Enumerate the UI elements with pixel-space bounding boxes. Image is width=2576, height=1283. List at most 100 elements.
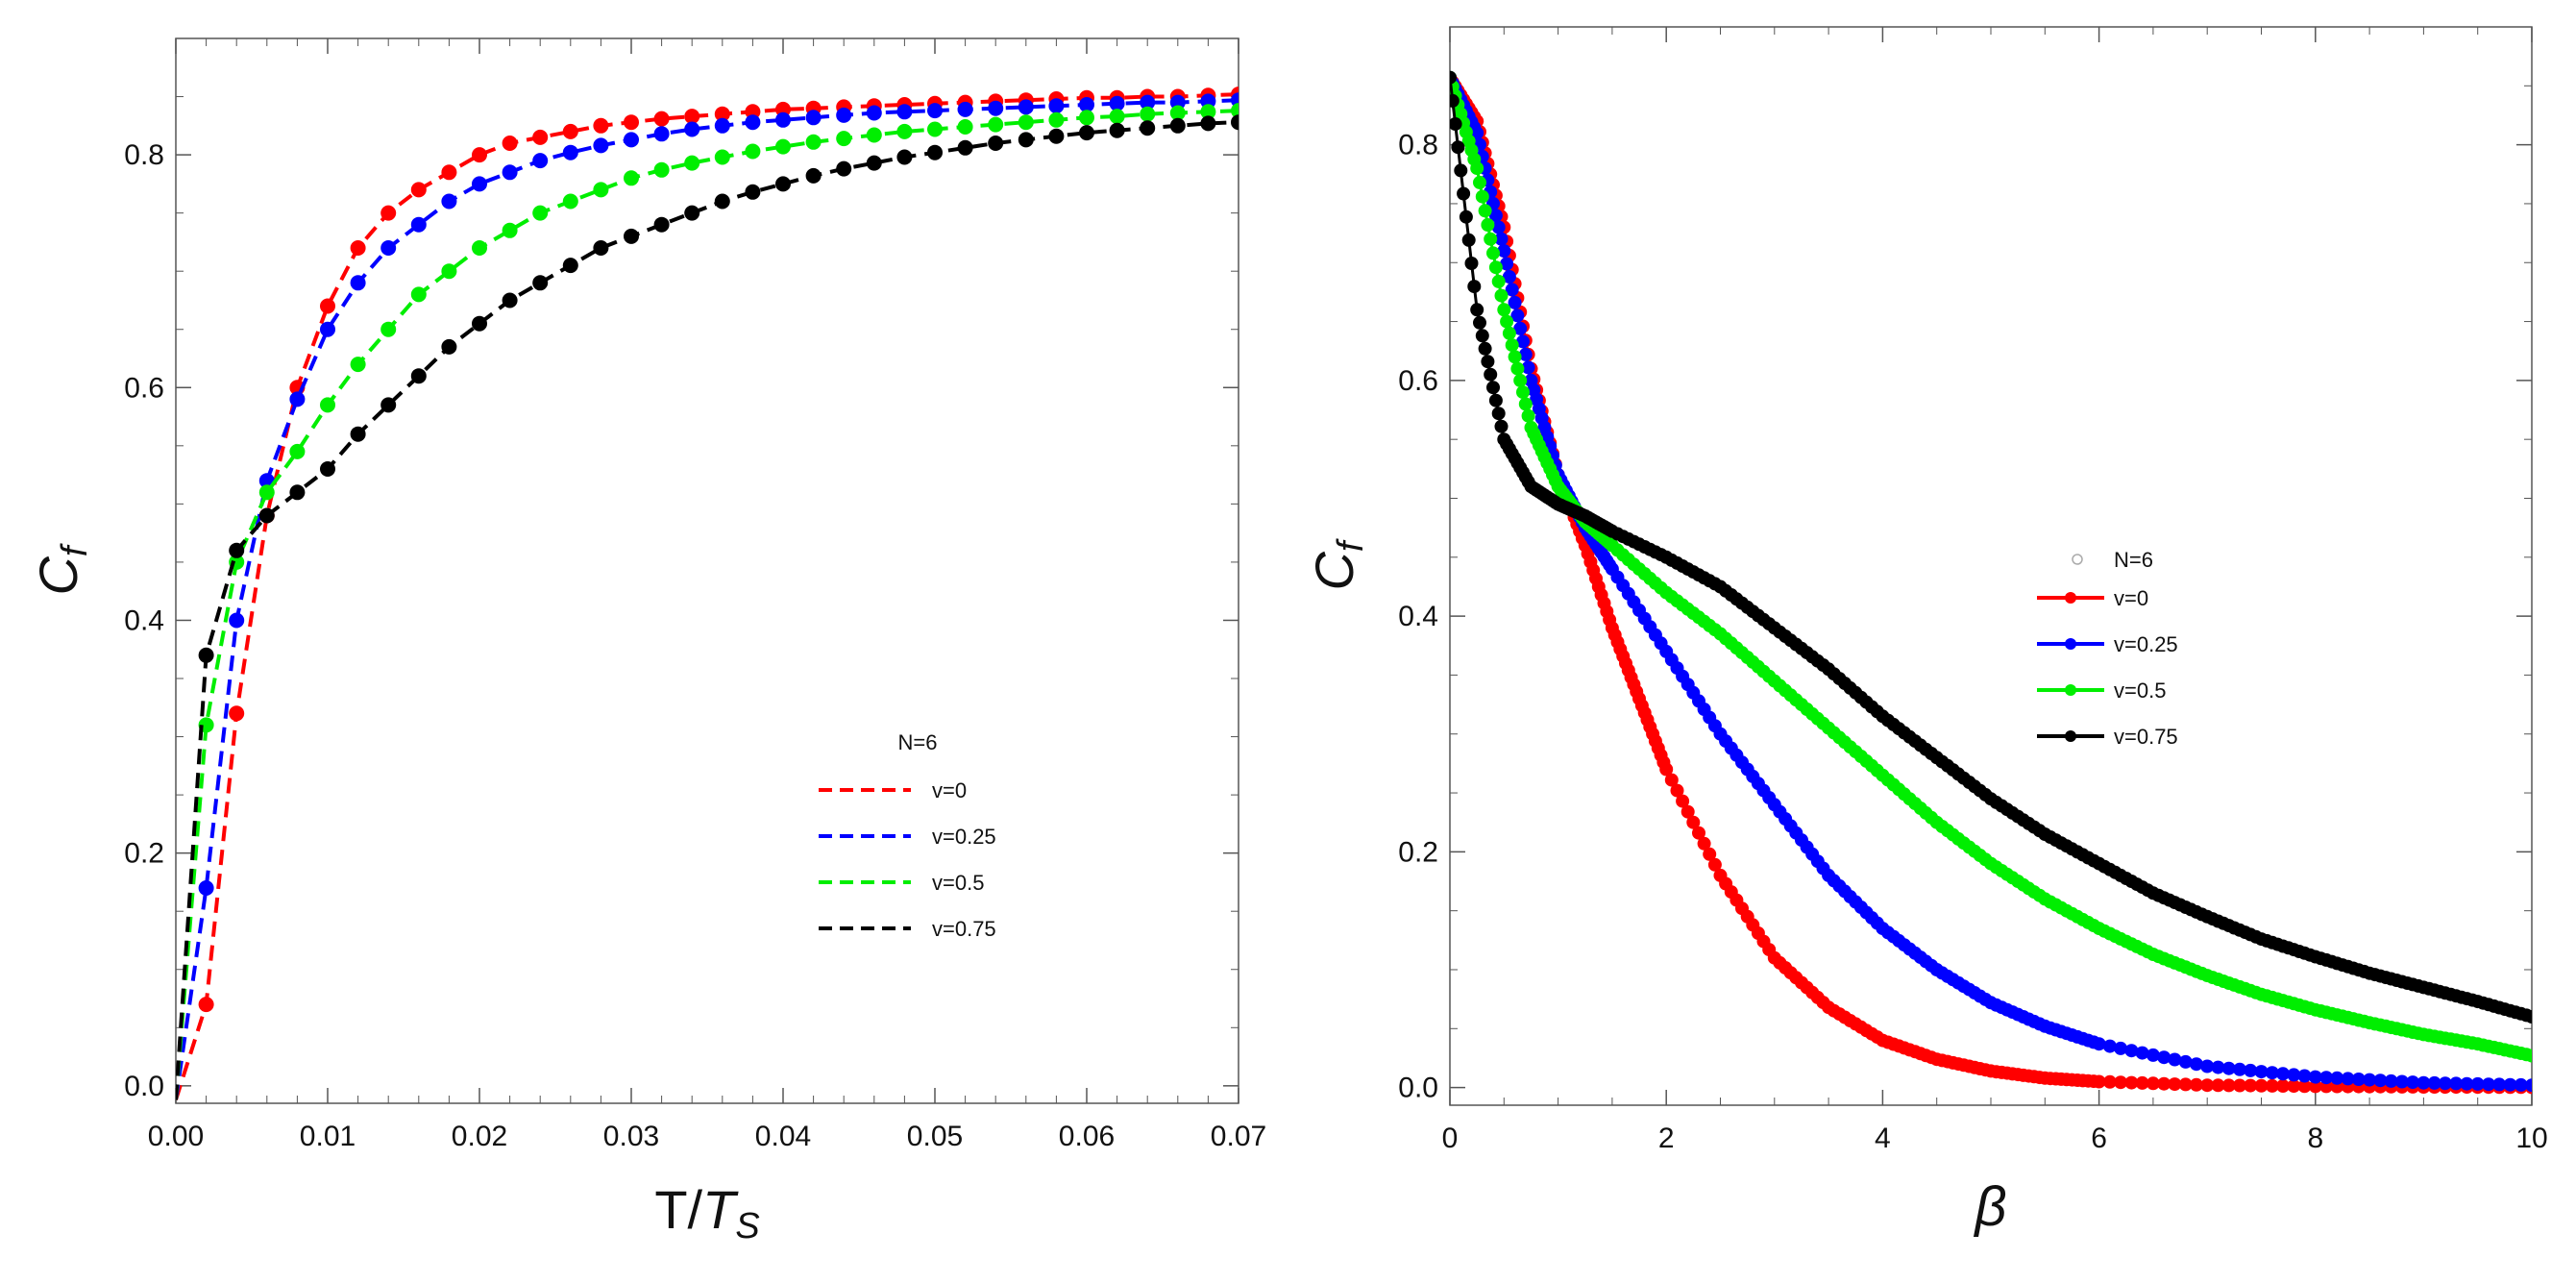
x-tick-label: 0.02	[452, 1121, 507, 1152]
data-point-v=0.5	[441, 263, 457, 280]
data-point-v=0.25	[2525, 1078, 2532, 1093]
data-point-v=0.5	[1231, 103, 1239, 119]
data-point-v=0.5	[957, 119, 973, 135]
data-point-v=0.25	[745, 114, 761, 131]
data-point-v=0.75	[532, 275, 549, 291]
data-point-v=0.75	[805, 167, 822, 184]
y-tick-label: 0.2	[124, 838, 164, 870]
data-point-v=0.25	[2254, 1065, 2269, 1079]
data-point-v=0.5	[1510, 361, 1525, 376]
data-point-v=0.25	[684, 121, 700, 137]
data-point-v=0.5	[896, 123, 913, 139]
data-point-v=0.25	[198, 880, 214, 896]
data-point-v=0.25	[350, 275, 366, 291]
data-point-v=0.5	[1478, 204, 1492, 218]
data-point-v=0.75	[1478, 341, 1492, 356]
data-point-v=0.5	[320, 397, 335, 413]
data-point-v=0.75	[1481, 355, 1495, 369]
data-point-v=0.75	[289, 484, 306, 501]
data-point-v=0.25	[532, 153, 549, 169]
data-point-v=0.25	[2244, 1063, 2258, 1077]
x-tick-label: 0.05	[907, 1121, 963, 1152]
data-point-v=0.75	[380, 397, 397, 413]
y-tick-label: 0.8	[124, 139, 164, 171]
data-point-v=0	[1692, 826, 1705, 840]
data-point-v=0.5	[1475, 189, 1489, 204]
data-point-v=0.75	[1491, 407, 1506, 421]
x-tick-label: 2	[1658, 1123, 1675, 1154]
data-point-v=0.25	[2178, 1054, 2193, 1069]
data-point-v=0.25	[1521, 360, 1535, 375]
data-point-v=0.75	[1467, 280, 1482, 294]
data-point-v=0.75	[745, 184, 761, 200]
data-point-v=0.5	[775, 138, 791, 155]
data-point-v=0.5	[1470, 161, 1484, 176]
data-point-v=0.25	[2157, 1050, 2171, 1065]
data-point-v=0.25	[1502, 270, 1516, 284]
data-point-v=0.25	[927, 103, 943, 119]
data-point-v=0	[2297, 1079, 2312, 1094]
data-point-v=0	[2178, 1077, 2193, 1092]
x-tick-label: 10	[2515, 1123, 2547, 1154]
data-point-v=0.5	[1491, 274, 1506, 288]
data-point-v=0.75	[1200, 115, 1216, 132]
data-point-v=0.5	[1486, 246, 1500, 260]
data-point-v=0.75	[1461, 233, 1476, 247]
legend-label-v=0: v=0	[2114, 586, 2148, 610]
x-tick-label: 8	[2307, 1123, 2323, 1154]
y-tick-label: 0.6	[124, 372, 164, 404]
data-point-v=0.75	[1450, 93, 1460, 108]
data-point-v=0.75	[684, 205, 700, 221]
data-point-v=0.25	[2384, 1073, 2398, 1088]
x-axis-label: β	[1973, 1175, 2006, 1238]
legend-label-v=0.75: v=0.75	[932, 917, 996, 941]
data-point-v=0.75	[1231, 114, 1239, 131]
data-point-v=0.5	[624, 170, 639, 186]
data-point-v=0.25	[1018, 99, 1034, 115]
data-point-v=0.25	[957, 101, 973, 117]
data-point-v=0	[2092, 1074, 2106, 1089]
data-point-v=0.25	[320, 321, 335, 337]
data-point-v=0	[653, 111, 670, 127]
data-point-v=0.5	[1048, 111, 1065, 128]
data-point-v=0.75	[1473, 315, 1486, 330]
legend-title: N=6	[2114, 548, 2153, 572]
x-tick-label: 6	[2091, 1123, 2107, 1154]
data-point-v=0.75	[957, 139, 973, 156]
y-axis-label: Cf	[1304, 538, 1371, 590]
data-point-v=0.25	[2233, 1062, 2246, 1076]
data-point-v=0	[2146, 1076, 2160, 1091]
data-point-v=0.25	[2308, 1070, 2322, 1084]
data-point-v=0.5	[289, 443, 306, 459]
x-tick-label: 4	[1875, 1123, 1891, 1154]
data-point-v=0.75	[1454, 163, 1468, 178]
data-point-v=0	[684, 109, 700, 125]
data-point-v=0	[2265, 1078, 2279, 1093]
data-point-v=0.25	[2287, 1068, 2301, 1082]
data-point-v=0.75	[1169, 117, 1186, 134]
data-point-v=0.25	[562, 144, 578, 160]
data-point-v=0.75	[472, 315, 487, 332]
data-point-v=0.5	[1516, 385, 1530, 400]
data-point-v=0.25	[2363, 1073, 2377, 1087]
data-point-v=0.75	[593, 240, 609, 256]
x-tick-label: 0.00	[148, 1121, 204, 1152]
data-point-v=0.25	[2492, 1077, 2507, 1092]
data-point-v=0.25	[289, 391, 306, 407]
legend-marker-v=0.25	[2065, 638, 2076, 650]
data-point-v=0.5	[714, 149, 730, 165]
data-point-v=0.25	[2482, 1077, 2495, 1092]
x-tick-label: 0.07	[1211, 1121, 1266, 1152]
data-point-v=0.5	[1473, 175, 1486, 189]
data-point-v=0.25	[2351, 1073, 2366, 1086]
data-point-v=0.5	[866, 127, 882, 143]
x-tick-label: 0.04	[755, 1121, 811, 1152]
data-point-v=0.75	[1109, 122, 1125, 138]
data-point-v=0.75	[1464, 257, 1479, 270]
data-point-v=0	[1686, 815, 1701, 829]
data-point-v=0.5	[1494, 288, 1509, 303]
data-point-v=0.25	[1470, 126, 1484, 140]
data-point-v=0	[2189, 1077, 2203, 1092]
data-point-v=0.5	[836, 131, 852, 147]
data-point-v=0	[1659, 762, 1674, 777]
